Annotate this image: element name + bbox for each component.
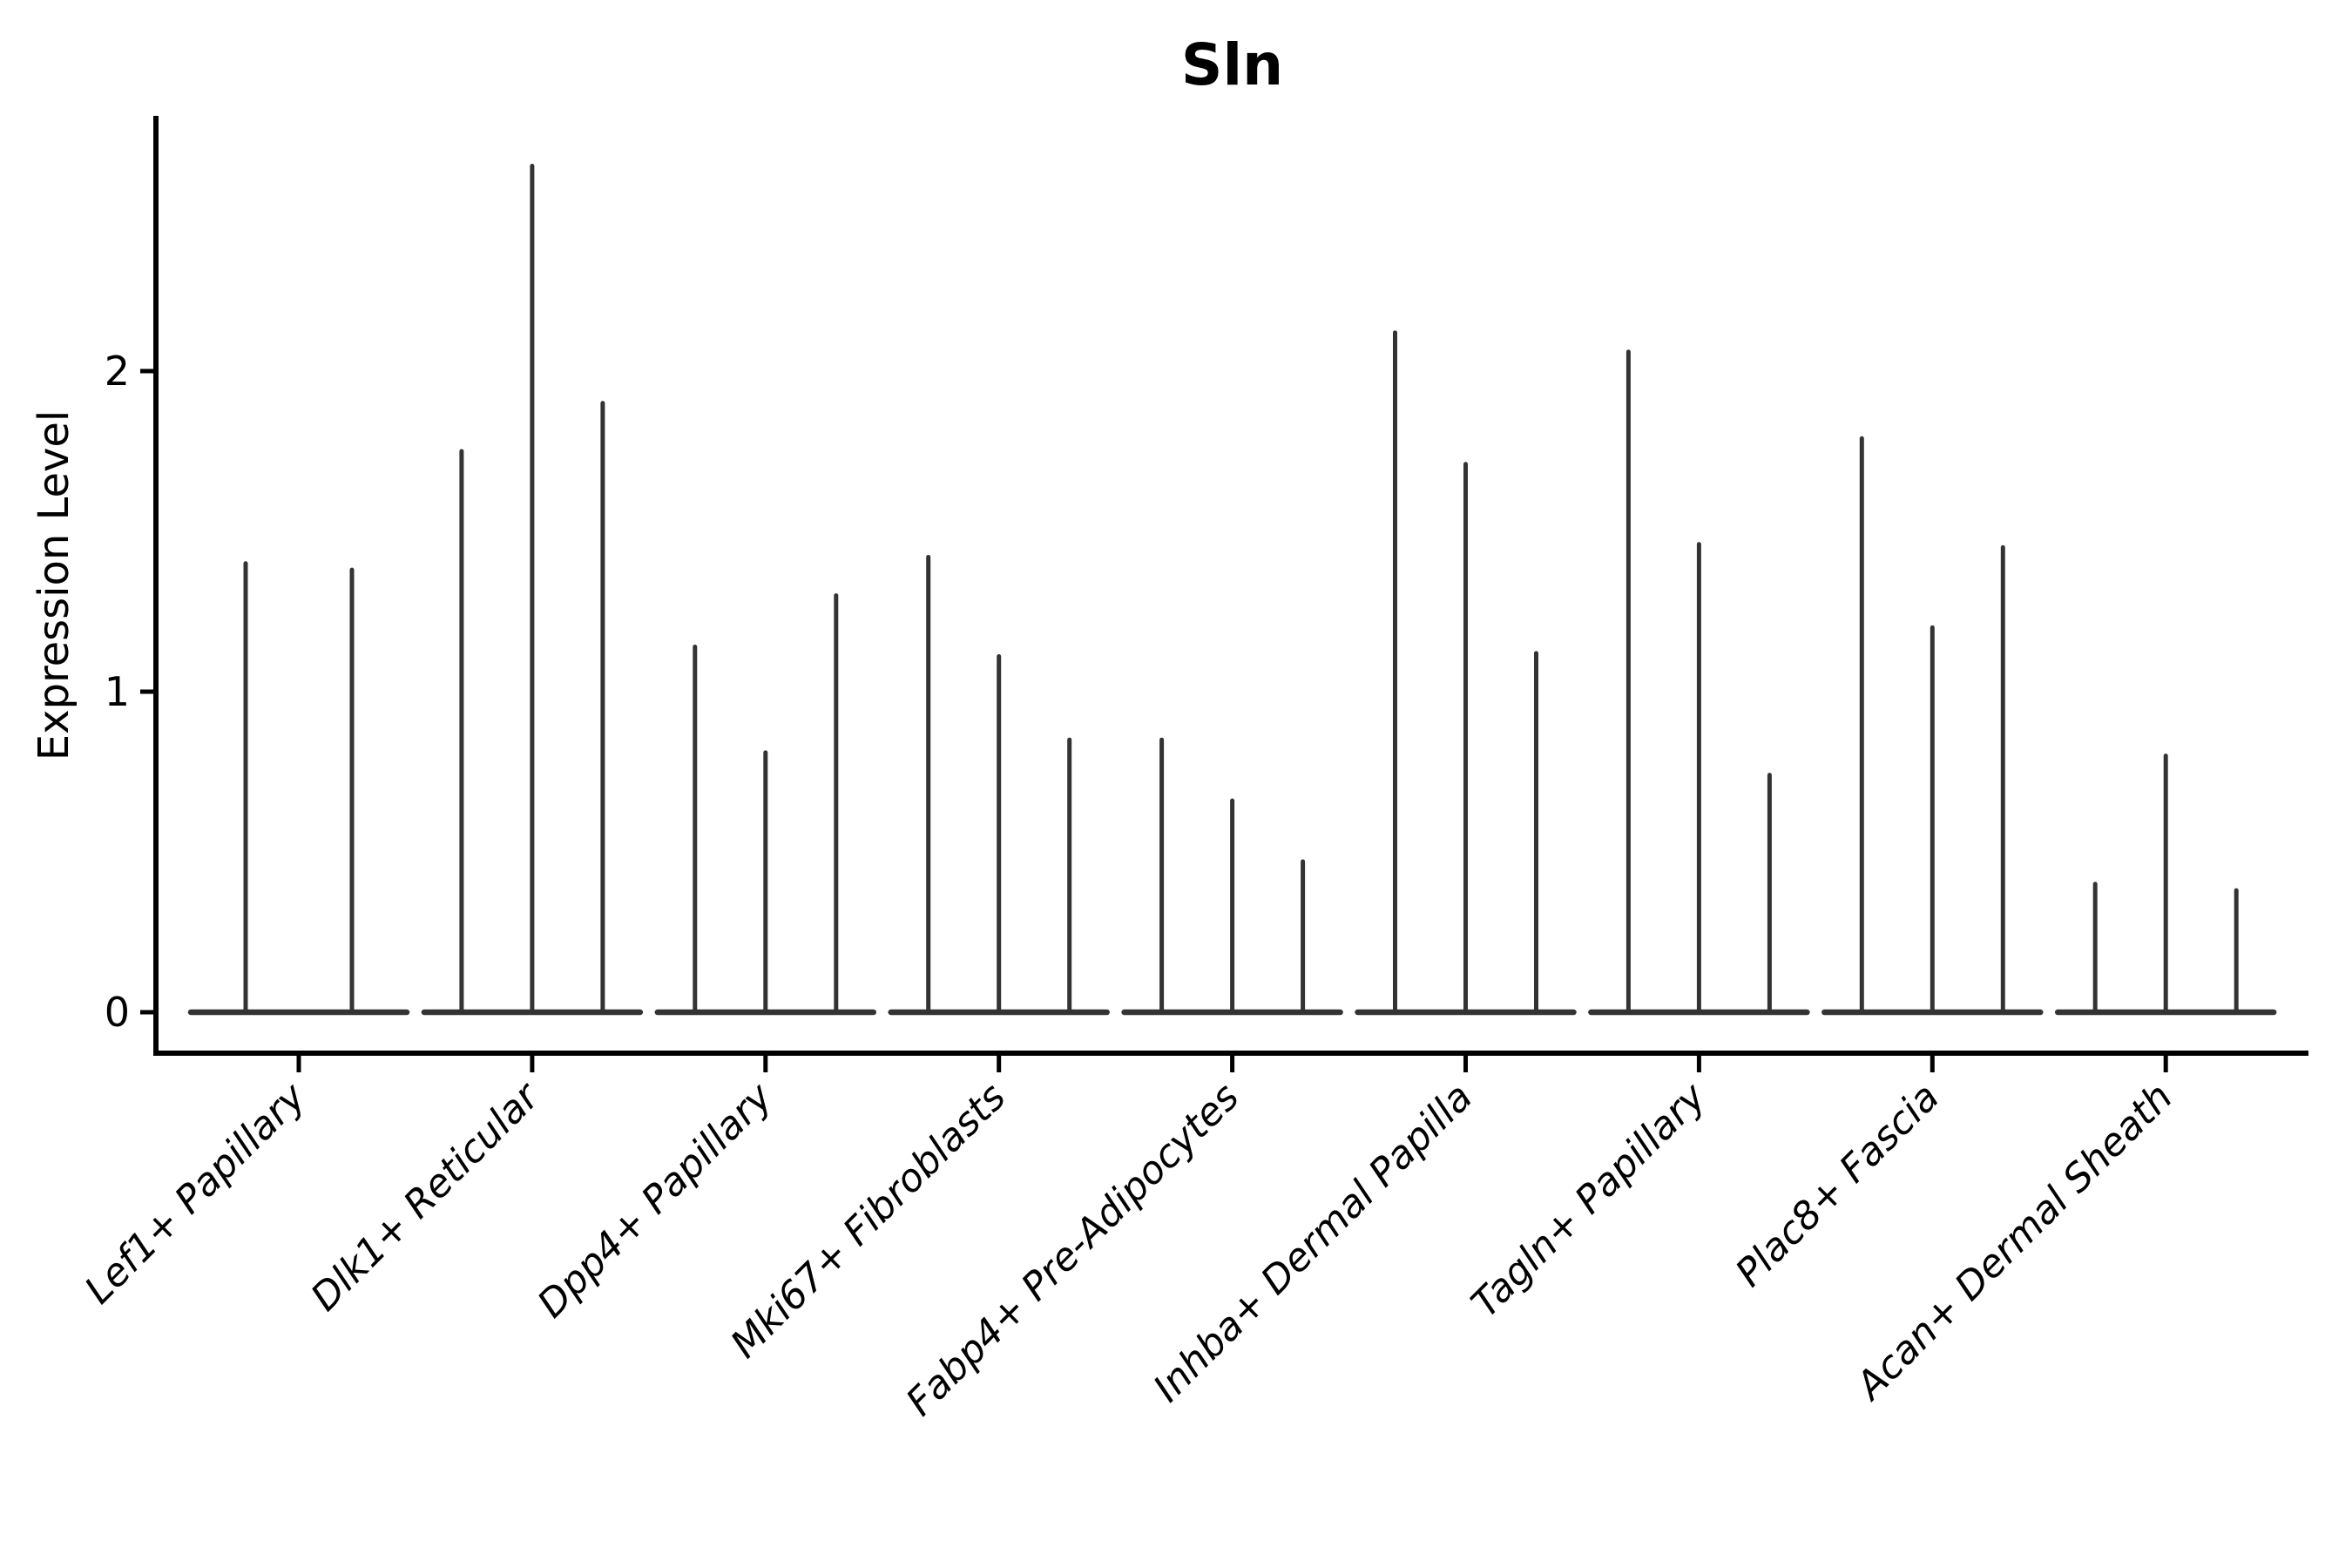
y-tick-label: 2 — [105, 348, 130, 395]
x-tick-label: Dpp4+ Papillary — [530, 1074, 782, 1327]
chart-title: Sln — [1180, 31, 1284, 98]
x-tick-label: Lef1+ Papillary — [77, 1074, 315, 1313]
x-tick-label: Plac8+ Fascia — [1727, 1075, 1948, 1295]
y-tick-label: 0 — [105, 989, 130, 1036]
x-tick-label: Dlk1+ Reticular — [302, 1073, 549, 1320]
y-tick-label: 1 — [105, 668, 130, 715]
x-tick-label: Tagln+ Papillary — [1463, 1074, 1714, 1326]
